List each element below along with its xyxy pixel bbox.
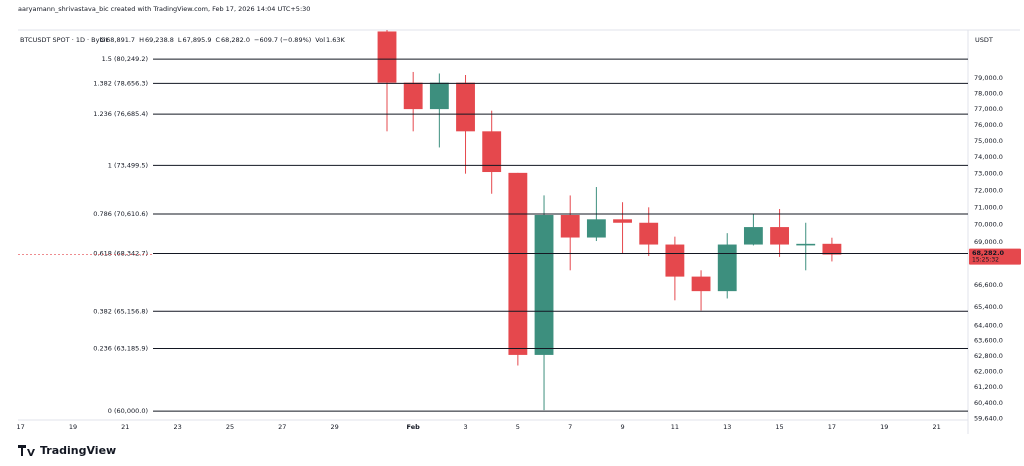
y-tick-label: 77,000.0 (974, 105, 1003, 113)
fib-level-label: 1.236 (76,685.4) (93, 110, 148, 118)
y-tick-label: 61,200.0 (974, 383, 1003, 391)
y-tick-label: 59,640.0 (974, 414, 1003, 422)
legend-value: 68,282.0 (221, 36, 250, 44)
legend-key: L (178, 36, 182, 44)
y-tick-label: 62,000.0 (974, 367, 1003, 375)
y-tick-label: 72,000.0 (974, 186, 1003, 194)
brand: TradingView (18, 444, 116, 457)
currency: USDT (975, 36, 993, 44)
x-tick-label: 21 (932, 423, 940, 431)
candle-body (717, 244, 737, 292)
y-tick-label: 74,000.0 (974, 153, 1003, 161)
x-tick-label: 13 (723, 423, 731, 431)
candle-body (613, 219, 632, 223)
y-tick-label: 71,000.0 (974, 203, 1003, 211)
y-tick-label: 73,000.0 (974, 170, 1003, 178)
candle-body (665, 244, 685, 277)
candle-body (743, 227, 763, 245)
fib-level-label: 1.5 (80,249.2) (102, 55, 148, 63)
candle-body (403, 82, 423, 110)
legend-change: −609.7 (−0.89%) (254, 36, 311, 44)
x-tick-label: 7 (568, 423, 572, 431)
x-tick-label: 21 (121, 423, 129, 431)
candle-body (639, 222, 659, 245)
y-tick-label: 70,000.0 (974, 220, 1003, 228)
symbol: BTCUSDT SPOT · 1D · Bybit (20, 36, 108, 44)
x-tick-label: 11 (671, 423, 679, 431)
fib-level-label: 0 (60,000.0) (108, 407, 148, 415)
y-tick-label: 64,400.0 (974, 321, 1003, 329)
x-tick-label: 19 (880, 423, 888, 431)
x-tick-label: 9 (620, 423, 624, 431)
x-tick-label: 3 (463, 423, 467, 431)
countdown: 15:25:32 (972, 257, 999, 264)
candle-body (586, 219, 606, 238)
y-tick-label: 78,000.0 (974, 89, 1003, 97)
x-tick-label: 27 (278, 423, 286, 431)
legend-key: O (100, 36, 105, 44)
last-price-tag (969, 248, 1021, 265)
legend-value: 68,891.7 (106, 36, 135, 44)
x-tick-label: Feb (407, 423, 421, 431)
candle-body (482, 131, 502, 173)
last-price-label: 68,282.0 (972, 249, 1005, 257)
y-tick-label: 62,800.0 (974, 352, 1003, 360)
brand-logo (18, 445, 35, 456)
y-tick-label: 79,000.0 (974, 74, 1003, 82)
y-tick-label: 65,400.0 (974, 303, 1003, 311)
legend-value: 1.63K (326, 36, 345, 44)
y-tick-label: 76,000.0 (974, 121, 1003, 129)
x-tick-label: 25 (226, 423, 234, 431)
fib-level-label: 0.618 (68,342.7) (93, 249, 148, 257)
candle-body (691, 276, 711, 292)
legend: BTCUSDT SPOT · 1D · Bybit O 68,891.7 H 69,2… (20, 36, 346, 44)
y-tick-label: 66,600.0 (974, 281, 1003, 289)
fib-level-label: 1 (73,499.5) (108, 161, 148, 169)
fib-level-label: 1.382 (78,656.3) (93, 79, 148, 87)
candle-body (822, 243, 842, 255)
y-tick-label: 63,600.0 (974, 337, 1003, 345)
fib-level-label: 0.236 (63,185.9) (93, 344, 148, 352)
x-tick-label: 23 (174, 423, 182, 431)
fib-level-label: 0.382 (65,156.8) (93, 307, 148, 315)
x-tick-label: 5 (516, 423, 520, 431)
candle-body (508, 172, 528, 355)
legend-value: 69,238.8 (145, 36, 174, 44)
candle-body (429, 82, 449, 110)
fib-level-label: 0.786 (70,610.6) (93, 210, 148, 218)
credit: aaryamann_shrivastava_bic created with T… (18, 5, 310, 13)
candle-body (534, 215, 554, 355)
candle-body (377, 31, 397, 83)
brand-name: TradingView (40, 444, 116, 457)
plot-area (377, 30, 842, 411)
candle-body (770, 227, 789, 245)
x-tick-label: 29 (331, 423, 339, 431)
legend-value: 67,895.9 (183, 36, 212, 44)
y-tick-label: 75,000.0 (974, 137, 1003, 145)
candle-body (560, 215, 580, 238)
legend-key: H (139, 36, 144, 44)
candle-body (796, 243, 816, 246)
x-tick-label: 15 (775, 423, 783, 431)
y-tick-label: 69,000.0 (974, 238, 1003, 246)
y-tick-label: 60,400.0 (974, 399, 1003, 407)
x-tick-label: 19 (69, 423, 77, 431)
x-tick-label: 17 (16, 423, 24, 431)
candle-body (456, 82, 475, 132)
legend-key: C (216, 36, 221, 44)
x-tick-label: 17 (828, 423, 836, 431)
legend-key: Vol (315, 36, 325, 44)
